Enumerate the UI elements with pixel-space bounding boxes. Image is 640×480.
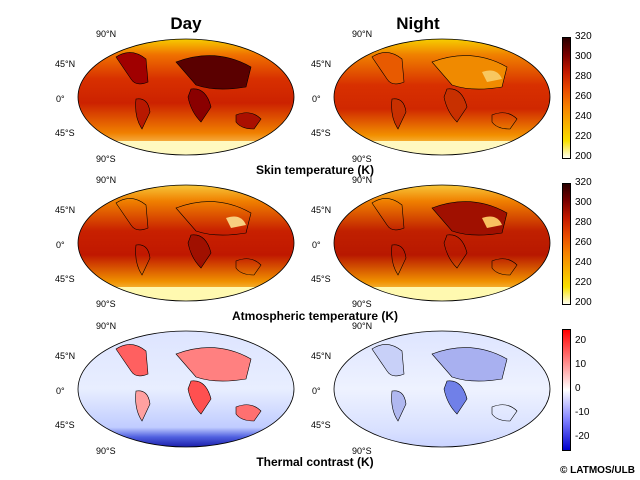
contrast-colorbar: [562, 329, 571, 451]
lat-label-90n: 90°N: [96, 321, 117, 331]
lat-label-45s: 45°S: [55, 420, 75, 430]
lat-label-90n: 90°N: [352, 29, 373, 39]
skin-temperature-night-map: [333, 38, 551, 156]
lat-label-90n: 90°N: [96, 29, 117, 39]
contrast-tick-neg10: -10: [575, 407, 590, 418]
atmo-tick-260: 260: [575, 237, 592, 248]
thermal-contrast-title: Thermal contrast (K): [256, 455, 374, 469]
night-column-title: Night: [396, 14, 440, 33]
contrast-tick-neg20: -20: [575, 431, 590, 442]
skin-temperature-day-map: [77, 38, 295, 156]
lat-label-0: 0°: [56, 94, 65, 104]
atmospheric-temperature-night-map: [333, 184, 551, 302]
lat-label-45n: 45°N: [55, 205, 76, 215]
lat-label-45s: 45°S: [311, 274, 331, 284]
lat-label-45s: 45°S: [311, 128, 331, 138]
atmo-tick-320: 320: [575, 177, 592, 188]
lat-label-90s: 90°S: [96, 154, 116, 164]
lat-label-45s: 45°S: [311, 420, 331, 430]
atmo-tick-280: 280: [575, 217, 592, 228]
lat-label-0: 0°: [312, 386, 321, 396]
skin-tick-260: 260: [575, 91, 592, 102]
contrast-tick-0: 0: [575, 383, 581, 394]
contrast-tick-10: 10: [575, 359, 587, 370]
atmo-tick-240: 240: [575, 257, 592, 268]
skin-temperature-title: Skin temperature (K): [255, 163, 375, 177]
lat-label-45s: 45°S: [55, 274, 75, 284]
skin-tick-300: 300: [575, 51, 592, 62]
contrast-tick-20: 20: [575, 335, 587, 346]
lat-label-90s: 90°S: [352, 154, 372, 164]
lat-label-45n: 45°N: [311, 351, 332, 361]
lat-label-45s: 45°S: [55, 128, 75, 138]
lat-label-0: 0°: [56, 386, 65, 396]
lat-label-90s: 90°S: [352, 299, 372, 309]
day-column-title: Day: [170, 14, 202, 33]
skin-tick-320: 320: [575, 31, 592, 42]
lat-label-45n: 45°N: [311, 205, 332, 215]
lat-label-90n: 90°N: [352, 321, 373, 331]
lat-label-45n: 45°N: [55, 59, 76, 69]
copyright-label: © LATMOS/ULB: [560, 465, 635, 476]
atmo-tick-200: 200: [575, 297, 592, 308]
atmo-colorbar: [562, 183, 571, 305]
thermal-contrast-night-map: [333, 330, 551, 448]
skin-tick-280: 280: [575, 71, 592, 82]
atmospheric-temperature-title: Atmospheric temperature (K): [231, 309, 399, 323]
skin-tick-200: 200: [575, 151, 592, 162]
lat-label-90s: 90°S: [96, 299, 116, 309]
lat-label-90s: 90°S: [96, 446, 116, 456]
lat-label-0: 0°: [312, 240, 321, 250]
atmospheric-temperature-day-map: [77, 184, 295, 302]
lat-label-45n: 45°N: [55, 351, 76, 361]
lat-label-90s: 90°S: [352, 446, 372, 456]
skin-colorbar: [562, 37, 571, 159]
lat-label-45n: 45°N: [311, 59, 332, 69]
lat-label-90n: 90°N: [352, 175, 373, 185]
lat-label-0: 0°: [312, 94, 321, 104]
atmo-tick-220: 220: [575, 277, 592, 288]
skin-tick-240: 240: [575, 111, 592, 122]
atmo-tick-300: 300: [575, 197, 592, 208]
thermal-contrast-day-map: [77, 330, 295, 448]
lat-label-0: 0°: [56, 240, 65, 250]
lat-label-90n: 90°N: [96, 175, 117, 185]
skin-tick-220: 220: [575, 131, 592, 142]
